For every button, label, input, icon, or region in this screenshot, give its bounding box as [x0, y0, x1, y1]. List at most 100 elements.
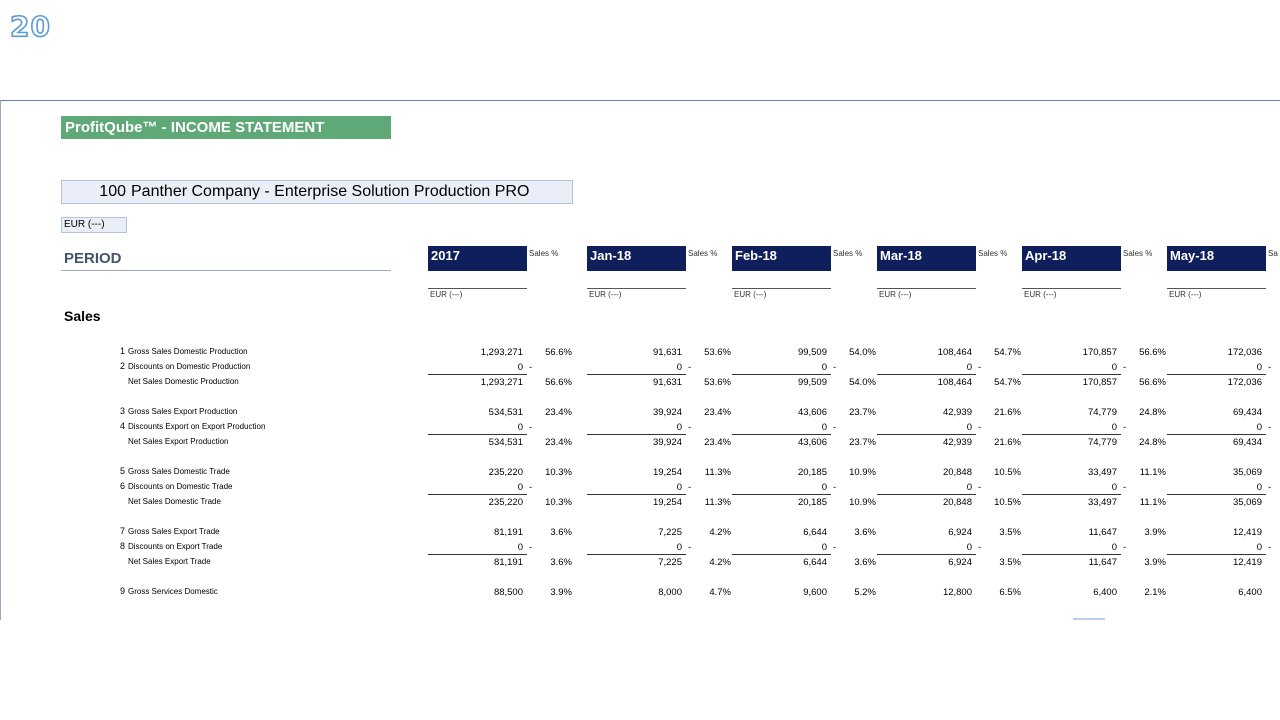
cell-value[interactable]: 235,220 — [488, 497, 523, 508]
cell-value[interactable]: 74,779 — [1087, 437, 1117, 448]
cell-value[interactable]: 0 — [1111, 422, 1117, 433]
cell-value[interactable]: 0 — [821, 542, 827, 553]
cell-sales-pct[interactable]: - — [688, 542, 692, 553]
cell-sales-pct[interactable]: 56.6% — [545, 347, 572, 358]
cell-sales-pct[interactable]: 3.9% — [1144, 557, 1166, 568]
cell-sales-pct[interactable]: 24.8% — [1139, 437, 1166, 448]
cell-value[interactable]: 0 — [1111, 362, 1117, 373]
cell-sales-pct[interactable]: - — [688, 422, 692, 433]
cell-value[interactable]: 108,464 — [937, 347, 972, 358]
cell-value[interactable]: 0 — [1256, 362, 1262, 373]
cell-sales-pct[interactable]: 56.6% — [545, 377, 572, 388]
cell-sales-pct[interactable]: 10.5% — [994, 497, 1021, 508]
cell-sales-pct[interactable]: 3.9% — [550, 587, 572, 598]
cell-value[interactable]: 39,924 — [652, 407, 682, 418]
cell-value[interactable]: 6,644 — [803, 527, 827, 538]
cell-sales-pct[interactable]: 3.6% — [854, 527, 876, 538]
cell-sales-pct[interactable]: 53.6% — [704, 347, 731, 358]
cell-sales-pct[interactable]: 53.6% — [704, 377, 731, 388]
cell-value[interactable]: 170,857 — [1082, 377, 1117, 388]
cell-sales-pct[interactable]: - — [1268, 542, 1272, 553]
cell-value[interactable]: 0 — [517, 422, 523, 433]
cell-value[interactable]: 91,631 — [652, 377, 682, 388]
cell-value[interactable]: 0 — [676, 542, 682, 553]
cell-value[interactable]: 8,000 — [658, 587, 682, 598]
cell-sales-pct[interactable]: 4.2% — [709, 557, 731, 568]
cell-sales-pct[interactable]: 54.7% — [994, 347, 1021, 358]
cell-value[interactable]: 43,606 — [797, 437, 827, 448]
cell-sales-pct[interactable]: 11.3% — [704, 497, 731, 508]
cell-sales-pct[interactable]: - — [1123, 482, 1127, 493]
cell-sales-pct[interactable]: 3.6% — [550, 557, 572, 568]
cell-value[interactable]: 1,293,271 — [480, 377, 523, 388]
company-selector[interactable]: 100 Panther Company - Enterprise Solutio… — [61, 180, 573, 204]
cell-value[interactable]: 0 — [966, 422, 972, 433]
cell-value[interactable]: 12,800 — [942, 587, 972, 598]
cell-sales-pct[interactable]: 11.1% — [1139, 467, 1166, 478]
cell-sales-pct[interactable]: - — [1268, 482, 1272, 493]
cell-value[interactable]: 0 — [676, 482, 682, 493]
cell-value[interactable]: 88,500 — [493, 587, 523, 598]
cell-sales-pct[interactable]: 23.7% — [849, 407, 876, 418]
cell-value[interactable]: 0 — [966, 482, 972, 493]
cell-value[interactable]: 11,647 — [1088, 557, 1117, 568]
cell-sales-pct[interactable]: 21.6% — [994, 407, 1021, 418]
cell-value[interactable]: 0 — [821, 362, 827, 373]
cell-sales-pct[interactable]: - — [978, 422, 982, 433]
cell-value[interactable]: 33,497 — [1087, 497, 1117, 508]
cell-value[interactable]: 42,939 — [942, 437, 972, 448]
cell-value[interactable]: 6,924 — [948, 557, 972, 568]
cell-value[interactable]: 0 — [517, 482, 523, 493]
cell-value[interactable]: 172,036 — [1227, 347, 1262, 358]
cell-value[interactable]: 235,220 — [488, 467, 523, 478]
cell-sales-pct[interactable]: 23.7% — [849, 437, 876, 448]
cell-sales-pct[interactable]: - — [688, 362, 692, 373]
cell-value[interactable]: 108,464 — [937, 377, 972, 388]
cell-value[interactable]: 0 — [1256, 422, 1262, 433]
cell-value[interactable]: 9,600 — [803, 587, 827, 598]
cell-sales-pct[interactable]: - — [529, 542, 533, 553]
cell-value[interactable]: 19,254 — [652, 497, 682, 508]
cell-sales-pct[interactable]: - — [1268, 362, 1272, 373]
cell-sales-pct[interactable]: - — [833, 422, 837, 433]
cell-value[interactable]: 20,848 — [942, 497, 972, 508]
cell-value[interactable]: 11,647 — [1088, 527, 1117, 538]
cell-sales-pct[interactable]: 10.3% — [545, 497, 572, 508]
cell-sales-pct[interactable]: 10.3% — [545, 467, 572, 478]
cell-sales-pct[interactable]: 10.5% — [994, 467, 1021, 478]
cell-sales-pct[interactable]: 24.8% — [1139, 407, 1166, 418]
cell-sales-pct[interactable]: - — [529, 422, 533, 433]
cell-sales-pct[interactable]: - — [1123, 422, 1127, 433]
cell-value[interactable]: 1,293,271 — [480, 347, 523, 358]
cell-value[interactable]: 0 — [821, 482, 827, 493]
cell-sales-pct[interactable]: - — [1123, 362, 1127, 373]
cell-value[interactable]: 42,939 — [942, 407, 972, 418]
cell-sales-pct[interactable]: - — [833, 542, 837, 553]
cell-sales-pct[interactable]: - — [529, 362, 533, 373]
cell-value[interactable]: 0 — [517, 362, 523, 373]
cell-sales-pct[interactable]: - — [978, 362, 982, 373]
cell-value[interactable]: 39,924 — [652, 437, 682, 448]
cell-sales-pct[interactable]: - — [833, 362, 837, 373]
cell-sales-pct[interactable]: 3.5% — [999, 527, 1021, 538]
cell-value[interactable]: 12,419 — [1232, 557, 1262, 568]
cell-sales-pct[interactable]: - — [833, 482, 837, 493]
cell-value[interactable]: 33,497 — [1087, 467, 1117, 478]
cell-value[interactable]: 20,185 — [797, 467, 827, 478]
cell-value[interactable]: 0 — [1256, 482, 1262, 493]
cell-value[interactable]: 6,924 — [948, 527, 972, 538]
cell-sales-pct[interactable]: 4.2% — [709, 527, 731, 538]
cell-value[interactable]: 20,848 — [942, 467, 972, 478]
cell-value[interactable]: 0 — [517, 542, 523, 553]
cell-value[interactable]: 534,531 — [488, 437, 523, 448]
cell-sales-pct[interactable]: 23.4% — [545, 437, 572, 448]
cell-sales-pct[interactable]: - — [1268, 422, 1272, 433]
cell-sales-pct[interactable]: 11.1% — [1139, 497, 1166, 508]
cell-sales-pct[interactable]: 3.6% — [550, 527, 572, 538]
cell-sales-pct[interactable]: 11.3% — [704, 467, 731, 478]
cell-value[interactable]: 172,036 — [1227, 377, 1262, 388]
cell-sales-pct[interactable]: 54.0% — [849, 347, 876, 358]
cell-value[interactable]: 6,400 — [1238, 587, 1262, 598]
cell-sales-pct[interactable]: - — [529, 482, 533, 493]
cell-value[interactable]: 534,531 — [488, 407, 523, 418]
